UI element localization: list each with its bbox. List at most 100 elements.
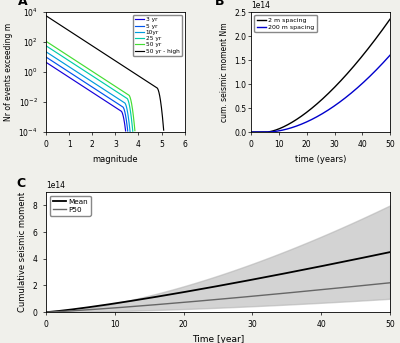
P50: [388, 281, 392, 285]
Line: 2 m spacing: 2 m spacing: [251, 19, 390, 132]
2 m spacing: [315, 102, 320, 106]
200 m spacing: [388, 53, 392, 57]
200 m spacing: [384, 57, 389, 61]
2 m spacing: [249, 130, 254, 134]
25 yr: [57, 52, 62, 56]
P50: [248, 294, 253, 298]
5 yr: [44, 55, 48, 59]
200 m spacing: [249, 130, 254, 134]
P50: [209, 298, 214, 302]
25 yr: [130, 129, 135, 133]
5 yr: [101, 92, 106, 96]
Mean: [379, 252, 384, 256]
Legend: Mean, P50: Mean, P50: [50, 196, 91, 216]
2 m spacing: [324, 93, 329, 97]
10yr: [61, 61, 66, 65]
2 m spacing: [316, 101, 320, 105]
P50: [207, 298, 212, 302]
5 yr: [97, 90, 102, 94]
X-axis label: Time [year]: Time [year]: [192, 335, 244, 343]
10yr: [78, 72, 82, 76]
10yr: [70, 67, 74, 71]
P50: [44, 310, 48, 314]
5 yr: [57, 64, 62, 68]
Text: C: C: [17, 177, 26, 190]
3 yr: [88, 89, 93, 93]
Mean: [388, 250, 392, 254]
Y-axis label: Nr of events exceeding m: Nr of events exceeding m: [4, 23, 13, 121]
200 m spacing: [315, 115, 320, 119]
Mean: [230, 281, 234, 285]
Line: 200 m spacing: 200 m spacing: [251, 55, 390, 132]
10yr: [100, 86, 105, 91]
50 yr: [94, 72, 99, 76]
X-axis label: magnitude: magnitude: [92, 155, 138, 164]
50 yr - high: [44, 14, 48, 18]
25 yr: [72, 62, 77, 67]
3 yr: [58, 70, 63, 74]
50 yr: [50, 44, 55, 48]
2 m spacing: [332, 86, 336, 90]
Text: B: B: [215, 0, 225, 8]
Line: 50 yr - high: 50 yr - high: [46, 16, 164, 130]
50 yr: [122, 90, 127, 94]
25 yr: [53, 50, 58, 54]
Y-axis label: cum. seismic moment Nm: cum. seismic moment Nm: [220, 22, 229, 122]
10yr: [128, 130, 132, 134]
200 m spacing: [324, 109, 329, 113]
3 yr: [77, 82, 82, 86]
5 yr: [96, 88, 100, 93]
Mean: [326, 263, 330, 267]
Mean: [44, 310, 48, 314]
200 m spacing: [316, 114, 320, 118]
Mean: [248, 278, 253, 282]
5 yr: [67, 70, 72, 74]
5 yr: [125, 129, 130, 133]
50 yr - high: [118, 62, 123, 66]
50 yr: [132, 129, 137, 133]
P50: [379, 282, 384, 286]
Line: Mean: Mean: [46, 252, 390, 312]
50 yr: [112, 84, 117, 88]
50 yr: [44, 39, 48, 43]
5 yr: [86, 82, 91, 86]
25 yr: [98, 79, 103, 83]
50 yr - high: [61, 25, 66, 29]
2 m spacing: [384, 22, 389, 26]
X-axis label: time (years): time (years): [295, 155, 346, 164]
Line: 10yr: 10yr: [46, 52, 130, 132]
3 yr: [44, 60, 48, 64]
10yr: [111, 94, 116, 98]
Legend: 3 yr, 5 yr, 10yr, 25 yr, 50 yr, 50 yr - high: 3 yr, 5 yr, 10yr, 25 yr, 50 yr, 50 yr - …: [133, 15, 182, 56]
200 m spacing: [332, 104, 336, 108]
Line: 3 yr: 3 yr: [46, 62, 126, 131]
2 m spacing: [388, 17, 392, 21]
50 yr: [98, 74, 102, 79]
3 yr: [123, 129, 128, 133]
Y-axis label: Cumulative seismic moment: Cumulative seismic moment: [18, 192, 27, 312]
Line: 50 yr: 50 yr: [46, 41, 135, 131]
2 m spacing: [362, 50, 367, 55]
10yr: [74, 69, 79, 73]
Mean: [207, 285, 212, 289]
Line: 5 yr: 5 yr: [46, 57, 128, 131]
3 yr: [104, 100, 109, 104]
Line: P50: P50: [46, 283, 390, 312]
10yr: [44, 50, 48, 54]
50 yr - high: [161, 128, 166, 132]
25 yr: [44, 44, 48, 48]
50 yr - high: [114, 59, 118, 63]
P50: [230, 296, 234, 300]
50 yr - high: [143, 78, 148, 82]
3 yr: [122, 118, 126, 122]
50 yr - high: [108, 55, 113, 59]
Line: 25 yr: 25 yr: [46, 46, 133, 131]
200 m spacing: [362, 79, 367, 83]
50 yr - high: [122, 65, 127, 69]
25 yr: [110, 87, 115, 91]
25 yr: [100, 80, 105, 84]
P50: [326, 287, 330, 291]
Legend: 2 m spacing, 200 m spacing: 2 m spacing, 200 m spacing: [254, 15, 317, 33]
50 yr: [128, 97, 133, 101]
Mean: [209, 285, 214, 289]
